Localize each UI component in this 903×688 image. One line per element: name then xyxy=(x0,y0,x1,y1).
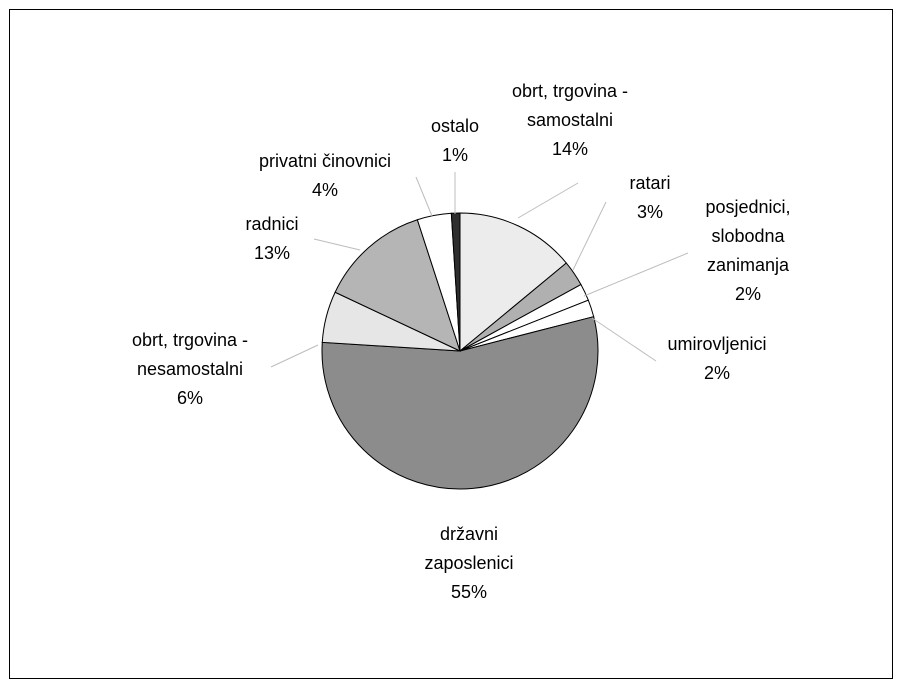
slice-name-line-privatni-cinovnici: privatni činovnici xyxy=(259,151,391,171)
slice-label-obrt-samostalni: obrt, trgovina - samostalni 14% xyxy=(512,81,628,159)
slices-layer xyxy=(321,212,599,490)
slice-percent-radnici: 13% xyxy=(254,243,290,263)
leader-line-radnici xyxy=(313,238,361,251)
slice-label-privatni-cinovnici: privatni činovnici 4% xyxy=(259,151,391,200)
slice-name-line-posjednici: zanimanja xyxy=(707,255,790,275)
slice-label-posjednici: posjednici, slobodna zanimanja 2% xyxy=(705,197,790,304)
pie-slice-ostalo xyxy=(450,212,461,352)
slice-percent-ratari: 3% xyxy=(637,202,663,222)
leader-line-obrt-samostalni xyxy=(517,182,579,219)
pie-slice-obrt-samostalni xyxy=(459,212,568,353)
slice-name-line-obrt-samostalni: samostalni xyxy=(527,110,613,130)
slice-percent-obrt-samostalni: 14% xyxy=(552,139,588,159)
slice-percent-privatni-cinovnici: 4% xyxy=(312,180,338,200)
slice-label-obrt-nesamostalni: obrt, trgovina - nesamostalni 6% xyxy=(132,330,248,408)
slice-percent-ostalo: 1% xyxy=(442,145,468,165)
leader-line-umirovljenici xyxy=(591,317,657,362)
slice-name-line-obrt-nesamostalni: nesamostalni xyxy=(137,359,243,379)
leader-lines-layer xyxy=(270,172,689,368)
leader-line-ratari xyxy=(572,201,607,271)
labels-layer: obrt, trgovina - samostalni 14% ratari 3% pos… xyxy=(132,81,791,602)
slice-label-ostalo: ostalo 1% xyxy=(431,116,479,165)
slice-name-line-ratari: ratari xyxy=(629,173,670,193)
slice-percent-umirovljenici: 2% xyxy=(704,363,730,383)
leader-line-privatni-cinovnici xyxy=(415,176,433,217)
leader-line-obrt-nesamostalni xyxy=(270,344,319,368)
slice-percent-posjednici: 2% xyxy=(735,284,761,304)
slice-name-line-radnici: radnici xyxy=(245,214,298,234)
slice-name-line-posjednici: slobodna xyxy=(711,226,785,246)
slice-label-umirovljenici: umirovljenici 2% xyxy=(667,334,766,383)
slice-percent-obrt-nesamostalni: 6% xyxy=(177,388,203,408)
slice-name-line-obrt-samostalni: obrt, trgovina - xyxy=(512,81,628,101)
slice-name-line-umirovljenici: umirovljenici xyxy=(667,334,766,354)
pie-slice-radnici xyxy=(334,219,461,352)
slice-percent-drzavni-zaposlenici: 55% xyxy=(451,582,487,602)
pie-slice-drzavni-zaposlenici xyxy=(321,316,599,490)
slice-name-line-drzavni-zaposlenici: državni xyxy=(440,524,498,544)
slice-name-line-posjednici: posjednici, xyxy=(705,197,790,217)
slice-label-drzavni-zaposlenici: državni zaposlenici 55% xyxy=(424,524,513,602)
slice-label-radnici: radnici 13% xyxy=(245,214,298,263)
slice-name-line-obrt-nesamostalni: obrt, trgovina - xyxy=(132,330,248,350)
slice-name-line-ostalo: ostalo xyxy=(431,116,479,136)
slice-name-line-drzavni-zaposlenici: zaposlenici xyxy=(424,553,513,573)
slice-label-ratari: ratari 3% xyxy=(629,173,670,222)
leader-line-posjednici xyxy=(583,252,689,297)
